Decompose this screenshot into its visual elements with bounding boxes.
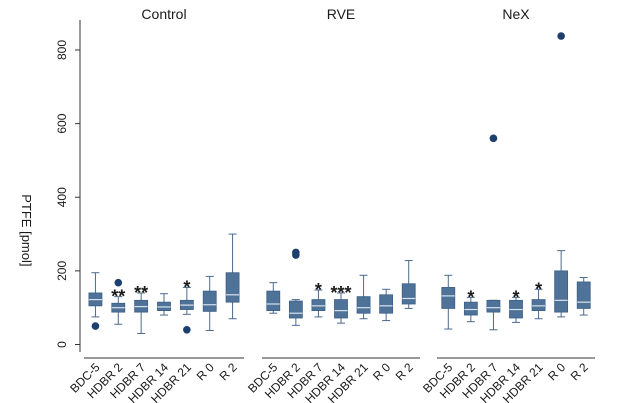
box-bdc-5: [441, 274, 456, 330]
outlier-point: [557, 32, 565, 40]
box-hdbr-2: [288, 248, 303, 326]
box-bdc-5: [266, 282, 281, 314]
box-r-0: [202, 275, 217, 332]
significance-marker: *: [315, 280, 322, 300]
x-tick-label: R 0: [370, 360, 393, 383]
box-r-2: [225, 233, 240, 320]
significance-marker: *: [467, 287, 474, 307]
y-tick-label: 800: [55, 40, 69, 60]
iqr-box: [334, 299, 348, 319]
outlier-point: [292, 248, 300, 257]
box-hdbr-14: ***: [330, 283, 352, 324]
outlier-point: [183, 325, 191, 334]
outlier-point: [114, 278, 123, 287]
box-r-0: [554, 32, 569, 318]
x-tick-label: R 2: [568, 360, 591, 383]
box-r-2: [576, 277, 591, 316]
box-hdbr-7: [486, 134, 501, 331]
significance-marker: **: [134, 283, 148, 303]
y-tick-label: 600: [55, 113, 69, 133]
iqr-box: [531, 299, 546, 312]
outlier-point: [91, 322, 100, 330]
iqr-box: [576, 281, 591, 309]
iqr-box: [266, 290, 281, 312]
iqr-box: [379, 294, 394, 314]
y-tick-label: 200: [55, 261, 69, 281]
significance-marker: ***: [330, 283, 351, 303]
x-tick-label: R 2: [217, 360, 240, 383]
x-tick-label: R 0: [194, 360, 217, 383]
iqr-box: [356, 296, 371, 314]
iqr-box: [441, 287, 456, 309]
iqr-box: [202, 290, 217, 312]
box-r-0: [379, 288, 394, 322]
significance-marker: **: [111, 287, 125, 307]
y-tick-label: 400: [55, 187, 69, 207]
box-hdbr-7: *: [311, 280, 326, 318]
box-hdbr-21: *: [531, 279, 546, 320]
x-tick-label: R 2: [393, 360, 416, 383]
panel-title: RVE: [327, 6, 356, 22]
iqr-box: [225, 272, 240, 303]
significance-marker: *: [512, 287, 519, 307]
box-bdc-5: [88, 272, 103, 330]
y-axis-label: PTFE [pmol]: [19, 194, 34, 266]
iqr-box: [486, 299, 501, 313]
panel-title: NeX: [502, 6, 530, 22]
significance-marker: *: [183, 277, 190, 297]
y-tick-label: 0: [55, 341, 69, 348]
iqr-box: [311, 299, 326, 312]
box-hdbr-14: *: [509, 287, 523, 323]
y-axis: 0 200 400 600 800: [55, 20, 81, 352]
box-hdbr-7: **: [134, 283, 148, 334]
box-hdbr-21: [356, 274, 371, 320]
box-hdbr-14: [157, 293, 171, 316]
box-hdbr-2: **: [111, 278, 125, 325]
outlier-point: [489, 134, 498, 143]
iqr-box: [401, 283, 416, 305]
significance-marker: *: [535, 279, 542, 299]
box-r-2: [401, 260, 416, 309]
box-hdbr-2: *: [463, 287, 478, 323]
iqr-box: [288, 300, 303, 319]
box-hdbr-21: *: [179, 277, 194, 334]
x-tick-label: R 0: [545, 360, 568, 383]
iqr-box: [463, 301, 478, 316]
iqr-box: [554, 270, 569, 313]
panel-title: Control: [141, 6, 186, 22]
